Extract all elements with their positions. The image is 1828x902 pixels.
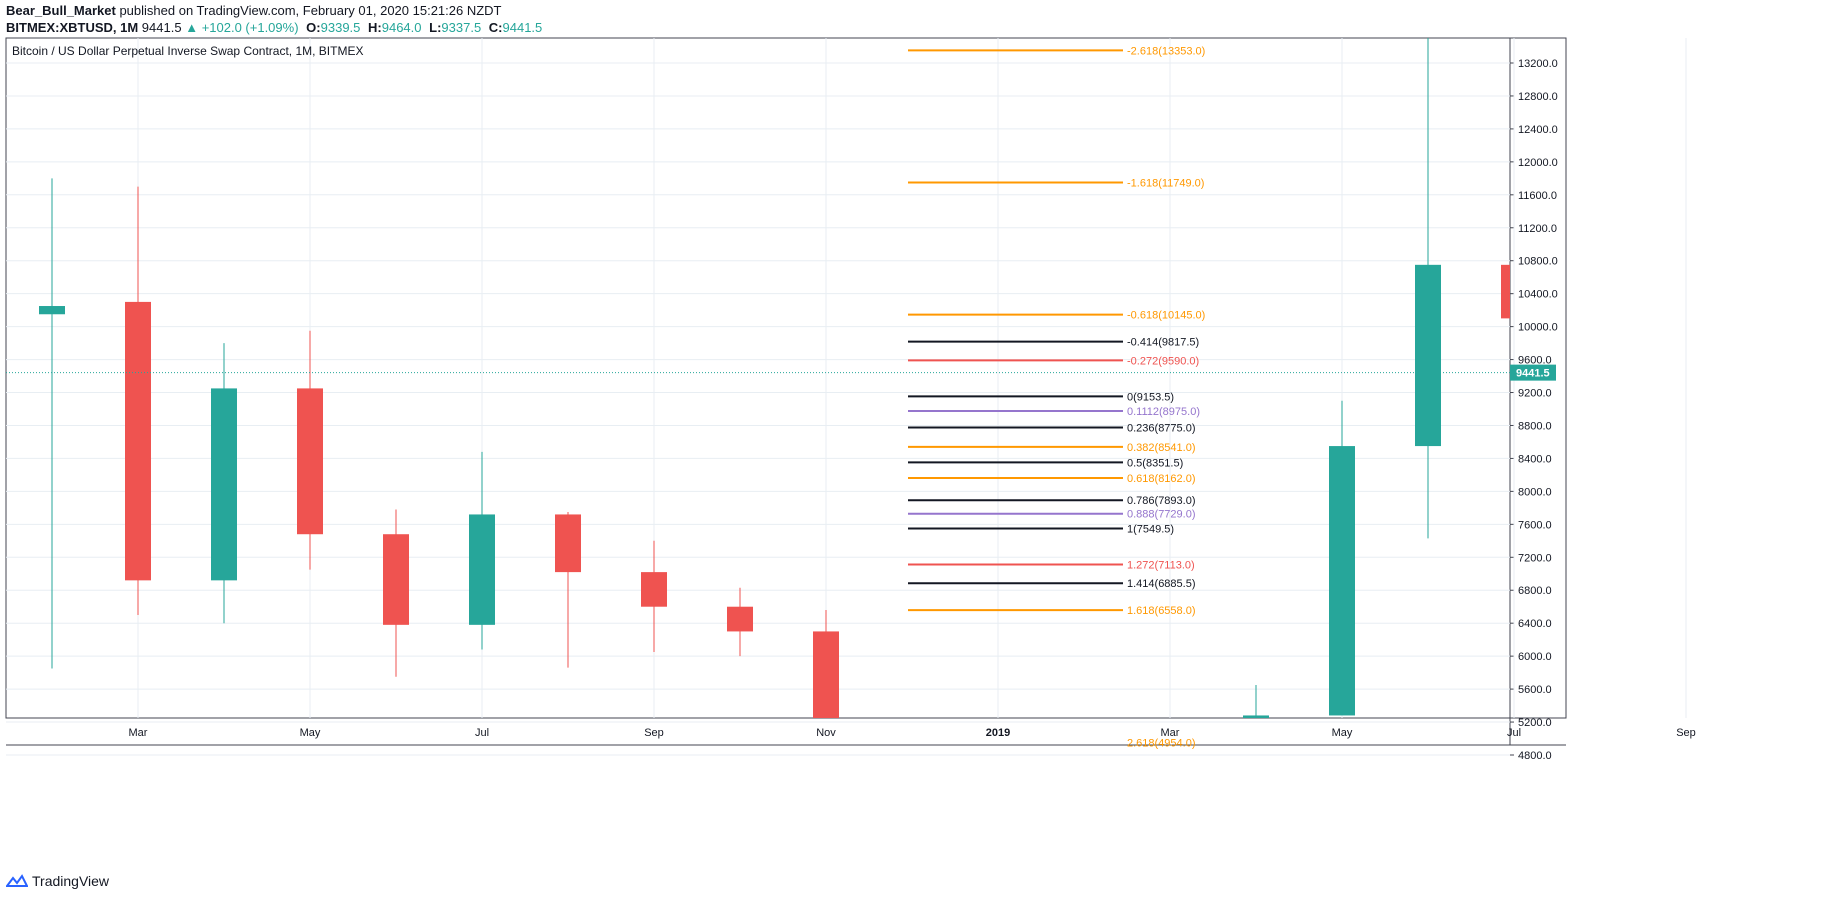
y-tick-label: 6800.0 [1518,585,1552,597]
fib-level-label: 0.1112(8975.0) [1127,406,1200,418]
fib-level-label: -1.618(11749.0) [1127,178,1204,190]
fib-level-label: 1.272(7113.0) [1127,559,1195,571]
y-tick-label: 8800.0 [1518,420,1552,432]
x-tick-label: May [300,727,321,739]
y-tick-label: 8400.0 [1518,453,1552,465]
fib-level-label: 0.888(7729.0) [1127,509,1196,521]
publish-info: Bear_Bull_Market published on TradingVie… [6,3,502,18]
fib-level-label: 2.618(4954.0) [1127,737,1196,749]
x-tick-label: Sep [644,727,664,739]
candle-body [1415,264,1441,447]
x-tick-label: Jul [1507,727,1521,739]
symbol-info: BITMEX:XBTUSD, 1M 9441.5 ▲ +102.0 (+1.09… [6,20,542,35]
x-tick-label: Sep [1676,727,1696,739]
fib-level-label: 1(7549.5) [1127,523,1174,535]
low-label: L: [429,20,442,35]
y-tick-label: 7600.0 [1518,519,1552,531]
x-tick-label: May [1332,727,1353,739]
x-tick-label: 2019 [986,727,1010,739]
candle-body [727,606,753,632]
y-tick-label: 9200.0 [1518,388,1552,400]
y-tick-label: 6400.0 [1518,618,1552,630]
candle-body [1759,397,1785,467]
candle-body [469,514,495,625]
y-tick-label: 11600.0 [1518,190,1557,202]
y-tick-label: 6000.0 [1518,651,1552,663]
candle-body [383,534,409,625]
fib-level-label: -0.414(9817.5) [1127,337,1199,349]
last-price-tag [1510,364,1556,381]
chart-frame [5,37,1567,719]
fib-level-label: 0(9153.5) [1127,391,1174,403]
y-tick-label: 10000.0 [1518,322,1558,334]
last-price: 9441.5 [141,20,182,35]
last-price-label: 9441.5 [1516,368,1550,380]
fib-level-label: 0.382(8541.0) [1127,442,1196,454]
x-tick-label: Mar [129,727,148,739]
x-tick-label: Jul [475,727,489,739]
y-tick-label: 4800.0 [1518,750,1552,762]
candle-body [641,572,667,607]
candle-body [555,514,581,573]
candle-body [1243,715,1269,718]
y-tick-label: 11200.0 [1518,223,1557,235]
candle-body [1501,264,1510,319]
fib-level-label: 0.236(8775.0) [1127,423,1196,435]
open-value: 9339.5 [320,20,361,35]
y-tick-label: 10800.0 [1518,256,1558,268]
fib-level-label: 0.618(8162.0) [1127,473,1196,485]
y-tick-label: 8000.0 [1518,486,1552,498]
candle-body [1329,446,1355,716]
open-label: O: [306,20,321,35]
brand-label: TradingView [32,873,110,889]
plot-area [39,38,1785,718]
close-value: 9441.5 [502,20,543,35]
up-arrow-icon: ▲ [185,20,199,35]
high-label: H: [368,20,382,35]
tradingview-brand[interactable]: TradingView [6,873,109,889]
candle-body [297,388,323,535]
y-tick-label: 12000.0 [1518,157,1558,169]
fib-level-label: 0.786(7893.0) [1127,495,1196,507]
fib-level-label: -0.272(9590.0) [1127,355,1199,367]
y-tick-label: 5200.0 [1518,717,1552,729]
y-tick-label: 9600.0 [1518,355,1552,367]
close-label: C: [488,20,503,35]
fib-level-label: -2.618(13353.0) [1127,45,1205,57]
fib-level-label: 0.5(8351.5) [1127,457,1183,469]
candle-body [211,388,237,581]
y-tick-label: 5600.0 [1518,684,1552,696]
published-text: published on TradingView.com, February 0… [119,3,502,18]
author-name[interactable]: Bear_Bull_Market [6,3,116,18]
fib-level-label: -0.618(10145.0) [1127,310,1205,322]
y-tick-label: 12400.0 [1518,124,1558,136]
y-tick-label: 7200.0 [1518,552,1552,564]
y-tick-label: 12800.0 [1518,91,1558,103]
candle-body [125,301,151,581]
high-value: 9464.0 [381,20,422,35]
x-tick-label: Nov [816,727,836,739]
candle-body [1587,318,1613,359]
x-tick-label: Mar [1161,727,1180,739]
fib-level-label: 1.618(6558.0) [1127,605,1196,617]
candle-body [39,306,65,315]
candle-body [813,631,839,718]
symbol-name: BITMEX:XBTUSD, 1M [6,20,139,35]
fib-level-label: 1.414(6885.5) [1127,578,1196,590]
low-value: 9337.5 [441,20,482,35]
y-tick-label: 13200.0 [1518,58,1558,70]
tradingview-logo-icon [6,874,28,887]
chart-title: Bitcoin / US Dollar Perpetual Inverse Sw… [12,44,363,58]
y-tick-label: 10400.0 [1518,289,1558,301]
price-change: +102.0 (+1.09%) [201,20,299,35]
